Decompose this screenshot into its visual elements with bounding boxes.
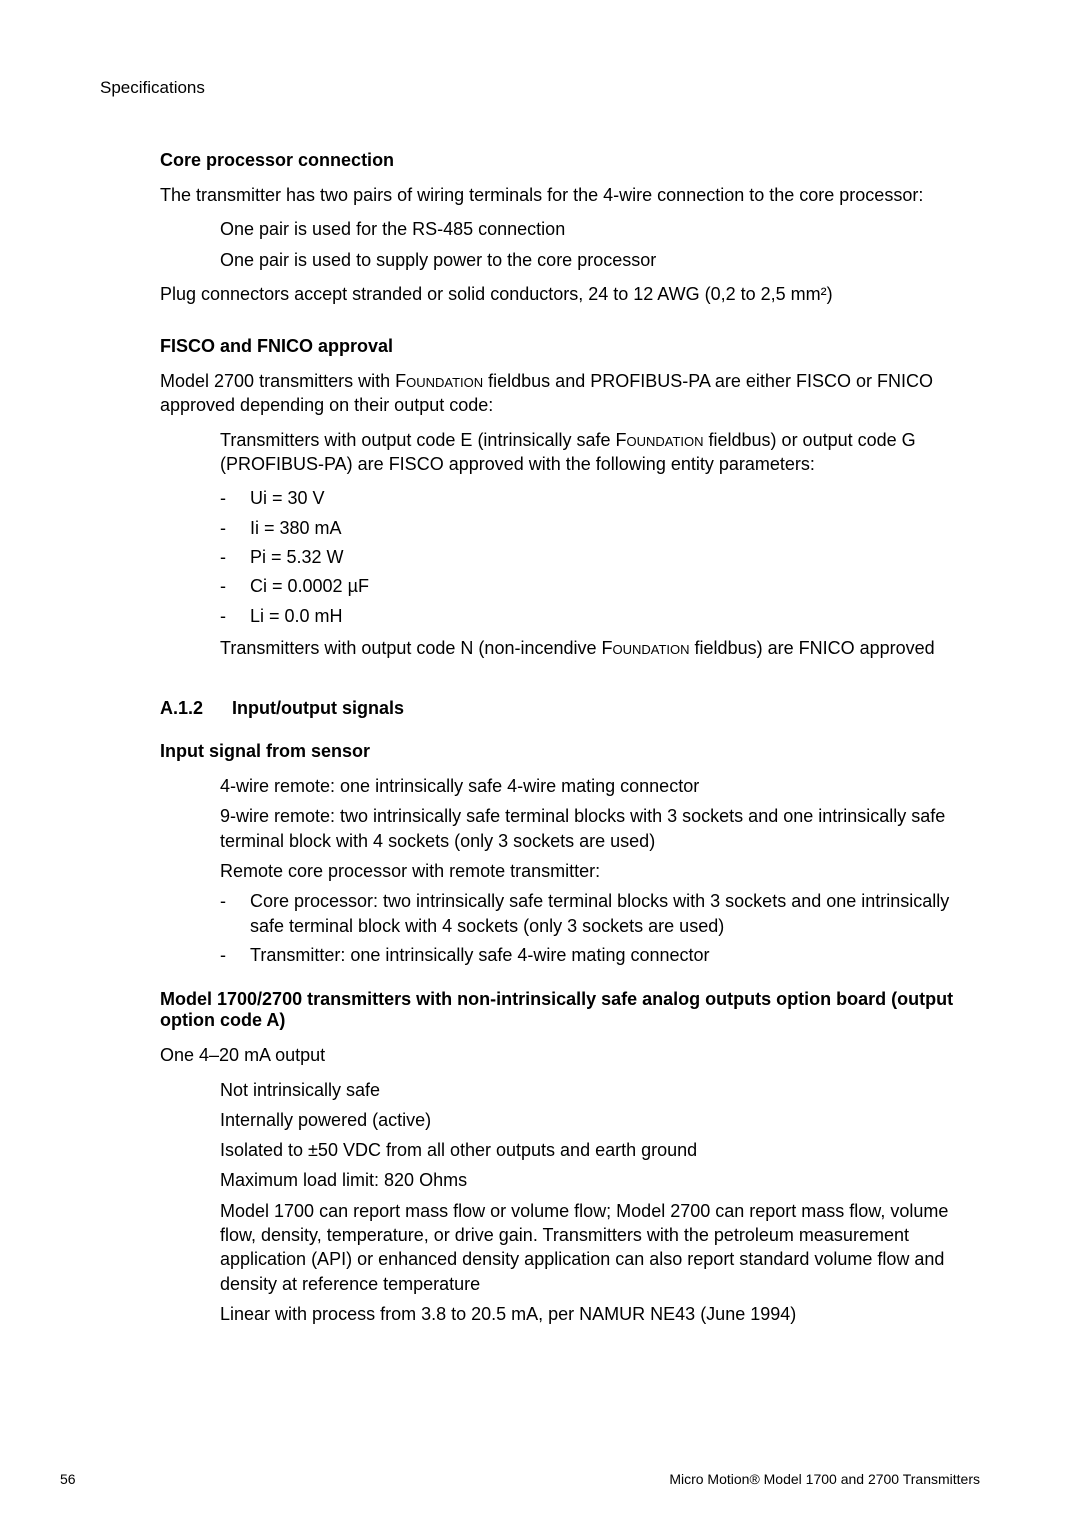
input-signal-bullet: 9-wire remote: two intrinsically safe te…	[100, 804, 980, 853]
input-signal-sub-bullet: -Core processor: two intrinsically safe …	[100, 889, 980, 938]
fisco-param: -Ui = 30 V	[100, 486, 980, 510]
input-signal-bullet: Remote core processor with remote transm…	[100, 859, 980, 883]
fisco-param: -Ii = 380 mA	[100, 516, 980, 540]
fisco-para1: Transmitters with output code E (intrins…	[100, 428, 980, 477]
core-proc-title: Core processor connection	[100, 150, 980, 171]
subsection-num: A.1.2	[160, 698, 232, 719]
page-number: 56	[60, 1471, 76, 1487]
fisco-param: -Pi = 5.32 W	[100, 545, 980, 569]
model-subtitle: One 4–20 mA output	[100, 1043, 980, 1067]
fisco-title: FISCO and FNICO approval	[100, 336, 980, 357]
model-bullet: Internally powered (active)	[100, 1108, 980, 1132]
input-signal-sub-bullet: -Transmitter: one intrinsically safe 4-w…	[100, 943, 980, 967]
model-bullet: Model 1700 can report mass flow or volum…	[100, 1199, 980, 1296]
fisco-para2: Transmitters with output code N (non-inc…	[100, 636, 980, 660]
core-proc-bullet: One pair is used to supply power to the …	[100, 248, 980, 272]
core-proc-plug: Plug connectors accept stranded or solid…	[100, 282, 980, 306]
model-bullet: Not intrinsically safe	[100, 1078, 980, 1102]
input-signal-bullet: 4-wire remote: one intrinsically safe 4-…	[100, 774, 980, 798]
core-proc-bullet: One pair is used for the RS-485 connecti…	[100, 217, 980, 241]
fisco-param: -Ci = 0.0002 µF	[100, 574, 980, 598]
model-bullet: Linear with process from 3.8 to 20.5 mA,…	[100, 1302, 980, 1326]
fisco-param: -Li = 0.0 mH	[100, 604, 980, 628]
core-proc-intro: The transmitter has two pairs of wiring …	[100, 183, 980, 207]
model-bullet: Isolated to ±50 VDC from all other outpu…	[100, 1138, 980, 1162]
subsection-title: Input/output signals	[232, 698, 404, 719]
page-header: Specifications	[100, 78, 980, 98]
footer-right: Micro Motion® Model 1700 and 2700 Transm…	[669, 1471, 980, 1487]
subsection-heading: A.1.2 Input/output signals	[100, 698, 980, 719]
page-footer: 56 Micro Motion® Model 1700 and 2700 Tra…	[0, 1471, 1080, 1487]
model-section-title: Model 1700/2700 transmitters with non-in…	[100, 989, 980, 1031]
input-signal-title: Input signal from sensor	[100, 741, 980, 762]
fisco-intro: Model 2700 transmitters with Foundation …	[100, 369, 980, 418]
model-bullet: Maximum load limit: 820 Ohms	[100, 1168, 980, 1192]
